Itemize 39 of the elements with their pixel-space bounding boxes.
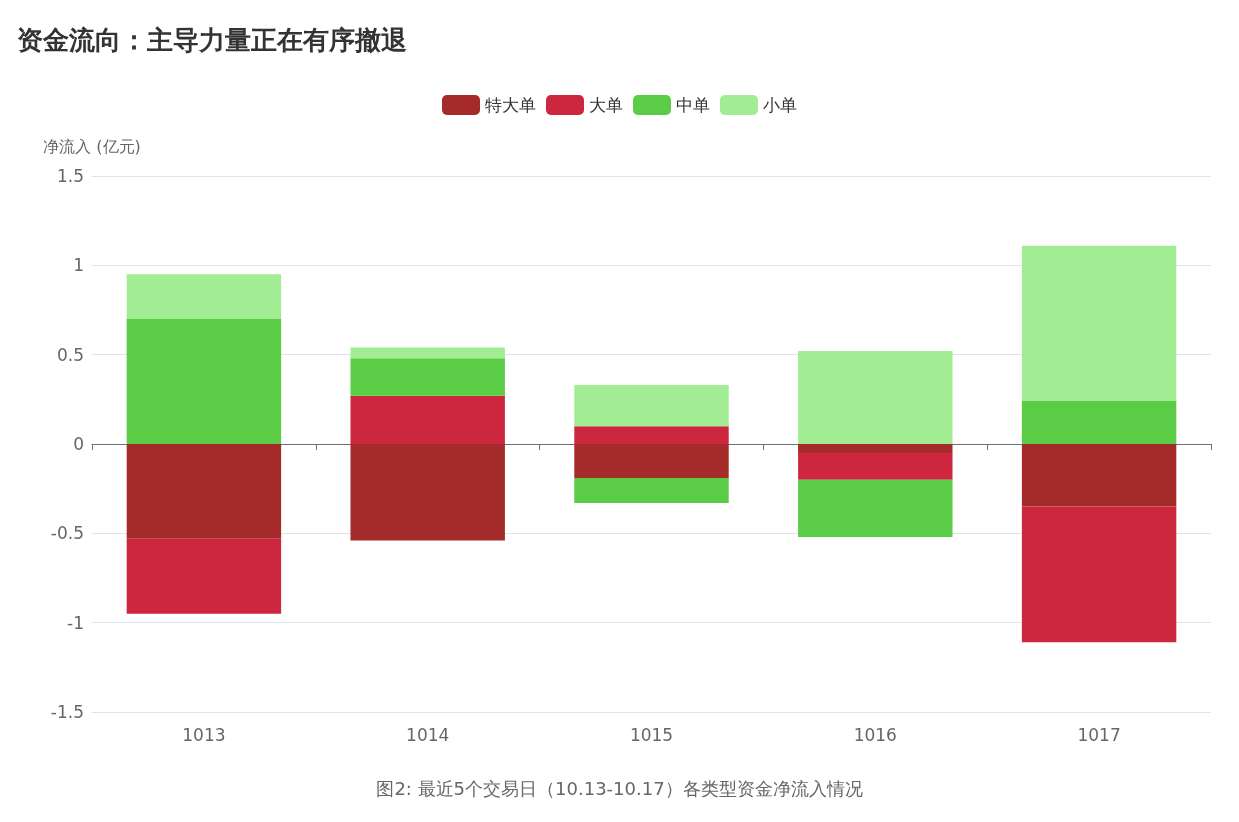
bar	[1021, 506, 1177, 643]
caption: 图2: 最近5个交易日（10.13-10.17）各类型资金净流入情况	[376, 777, 863, 799]
y-tick-label: 0.5	[56, 344, 84, 365]
legend-label: 特大单	[485, 95, 536, 115]
bar	[126, 538, 282, 614]
bar	[1021, 401, 1177, 444]
x-tick-label: 1016	[853, 724, 897, 745]
bar	[126, 274, 282, 319]
bar	[574, 426, 729, 444]
bar	[798, 479, 953, 537]
chart-title: 资金流向：主导力量正在有序撤退	[17, 25, 407, 55]
bar	[798, 444, 953, 453]
bar	[1021, 444, 1177, 507]
bar	[350, 358, 505, 396]
y-tick-label: 1	[73, 255, 84, 276]
x-tick-label: 1015	[629, 724, 674, 745]
y-tick-label: 1.5	[56, 166, 84, 186]
bar	[1021, 245, 1177, 402]
y-axis-title: 净流入 (亿元)	[43, 136, 141, 156]
bar	[574, 477, 729, 503]
bar	[126, 318, 282, 444]
legend-label: 大单	[589, 95, 623, 115]
bar	[574, 444, 729, 478]
y-tick-label: 0	[73, 434, 84, 454]
y-tick-label: -1	[67, 612, 84, 633]
x-tick-label: 1013	[182, 724, 226, 745]
x-tick-label: 1017	[1077, 724, 1121, 745]
bar	[798, 351, 953, 444]
bar	[126, 444, 282, 539]
bar	[350, 347, 505, 359]
bar	[350, 444, 505, 541]
legend-label: 中单	[676, 95, 710, 115]
bar	[350, 395, 505, 444]
y-tick-label: -1.5	[50, 702, 84, 722]
legend-label: 小单	[763, 95, 797, 115]
bar	[574, 385, 729, 427]
y-tick-label: -0.5	[50, 523, 84, 544]
bar	[798, 452, 953, 480]
x-tick-label: 1014	[406, 724, 450, 745]
